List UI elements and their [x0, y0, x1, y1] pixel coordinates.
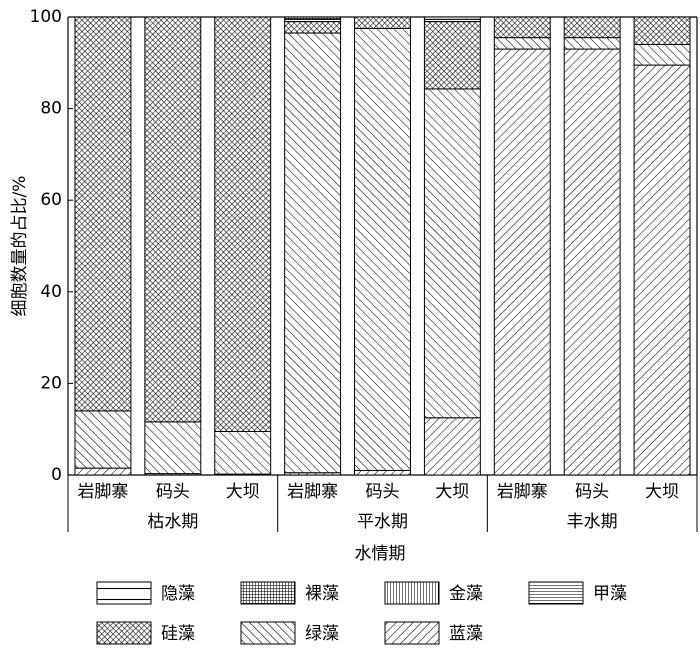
- bar-segment: [493, 16, 551, 39]
- legend-swatch: [240, 581, 296, 605]
- bar-segment: [354, 469, 411, 476]
- legend-label: 金藻: [449, 584, 483, 604]
- bar-segment: [423, 16, 481, 20]
- legend-swatch: [96, 621, 152, 645]
- bar-segment: [563, 16, 621, 39]
- bar-segment: [284, 32, 342, 474]
- bar-segment: [144, 16, 202, 423]
- y-tick-label: 20: [40, 373, 62, 393]
- x-tick-label: 码头: [156, 482, 190, 502]
- y-tick-label: 60: [40, 190, 62, 210]
- x-tick-label: 大坝: [435, 482, 469, 502]
- legend-swatch: [96, 581, 152, 605]
- legend-label: 隐藻: [161, 584, 195, 604]
- legend-swatch: [528, 581, 584, 605]
- bar-segment: [74, 467, 132, 476]
- bar-segment: [633, 43, 691, 66]
- x-axis-title: 水情期: [355, 544, 406, 564]
- legend-label: 绿藻: [305, 624, 339, 644]
- legend-swatch: [240, 621, 296, 645]
- bar-segment: [493, 37, 551, 50]
- bar-segment: [423, 21, 481, 90]
- legend-label: 硅藻: [161, 624, 195, 644]
- group-label: 平水期: [357, 512, 408, 532]
- x-tick-label: 码头: [575, 482, 609, 502]
- bar-segment: [633, 64, 691, 476]
- x-tick-label: 岩脚寨: [497, 482, 548, 502]
- bar-segment: [563, 48, 621, 476]
- x-tick-label: 码头: [366, 482, 400, 502]
- group-label: 枯水期: [147, 512, 198, 532]
- legend-label: 裸藻: [305, 584, 339, 604]
- y-tick-label: 0: [51, 465, 62, 485]
- bar-segment: [214, 16, 272, 432]
- bar-segment: [74, 410, 132, 469]
- y-tick-label: 80: [40, 99, 62, 119]
- bar-segment: [423, 417, 481, 476]
- legend-swatch: [384, 581, 440, 605]
- y-tick-label: 40: [40, 282, 62, 302]
- legend-label: 蓝藻: [449, 624, 483, 644]
- bar-segment: [214, 430, 272, 475]
- x-tick-label: 大坝: [645, 482, 679, 502]
- bar-segment: [563, 37, 621, 50]
- bar-segment: [354, 27, 411, 471]
- x-tick-label: 岩脚寨: [287, 482, 338, 502]
- bar-segment: [284, 21, 342, 34]
- bar-segment: [423, 88, 481, 419]
- x-tick-label: 岩脚寨: [77, 482, 128, 502]
- bar-segment: [74, 16, 132, 412]
- legend-swatch: [384, 621, 440, 645]
- x-tick-label: 大坝: [226, 482, 260, 502]
- bar-segment: [354, 16, 411, 29]
- legend-label: 甲藻: [593, 584, 627, 604]
- bar-segment: [633, 16, 691, 45]
- bar-segment: [493, 48, 551, 476]
- y-tick-label: 100: [30, 7, 62, 27]
- group-label: 丰水期: [567, 512, 618, 532]
- y-axis-title: 细胞数量的占比/%: [10, 176, 30, 317]
- bar-segment: [284, 16, 342, 20]
- bar-segment: [144, 421, 202, 475]
